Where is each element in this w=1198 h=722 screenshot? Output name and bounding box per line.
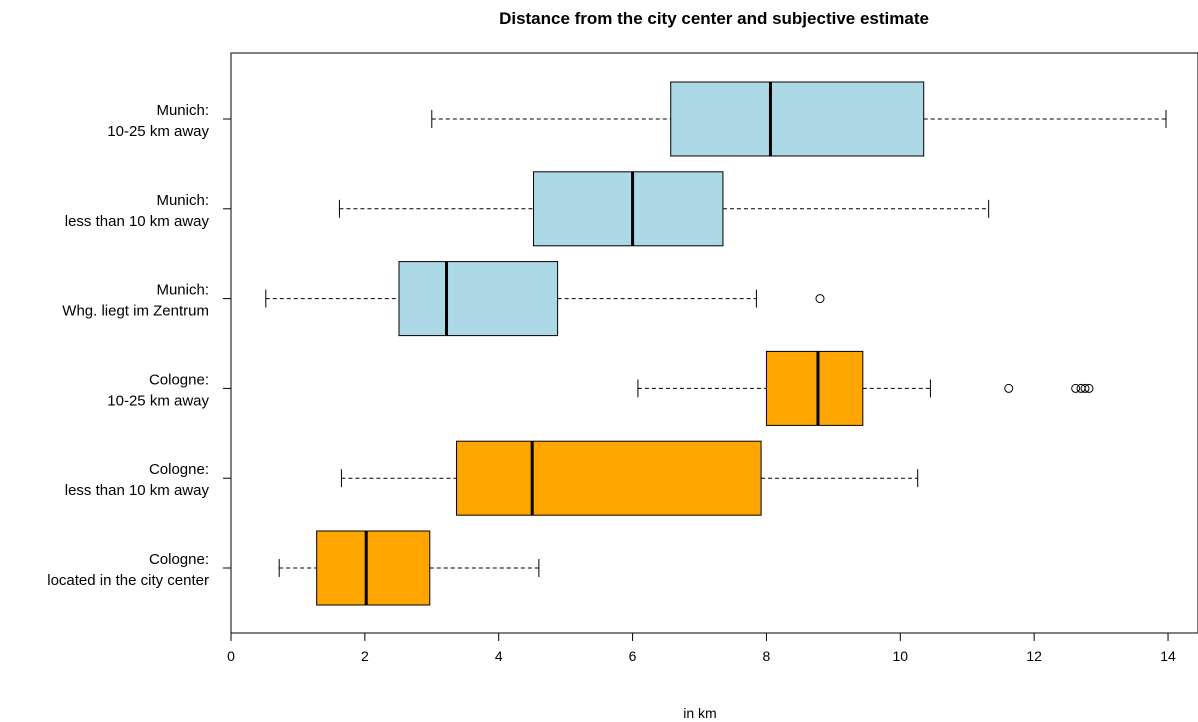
outlier-point bbox=[815, 294, 825, 304]
boxes-layer bbox=[265, 81, 1167, 606]
outlier-point bbox=[1084, 383, 1094, 393]
category-label: less than 10 km away bbox=[65, 213, 210, 230]
x-tick-label: 6 bbox=[629, 648, 637, 664]
category-label: 10-25 km away bbox=[107, 123, 209, 140]
x-tick-label: 0 bbox=[227, 648, 235, 664]
y-axis: Munich: 10-25 km away Munich: less than 10 … bbox=[47, 102, 232, 589]
box bbox=[316, 530, 431, 606]
x-axis: 0 2 4 6 8 10 12 14 bbox=[227, 632, 1176, 664]
chart-title: Distance from the city center and subjec… bbox=[499, 9, 929, 28]
category-label: Cologne: bbox=[149, 461, 209, 478]
category-label: Munich: bbox=[156, 192, 209, 209]
x-tick-label: 14 bbox=[1160, 648, 1176, 664]
category-label: 10-25 km away bbox=[107, 392, 209, 409]
outlier-point bbox=[1080, 383, 1090, 393]
x-tick-label: 4 bbox=[495, 648, 503, 664]
box bbox=[670, 81, 925, 157]
category-label: Cologne: bbox=[149, 551, 209, 568]
x-tick-label: 12 bbox=[1026, 648, 1042, 664]
category-label: Whg. liegt im Zentrum bbox=[62, 303, 209, 320]
box bbox=[456, 440, 762, 516]
x-tick-label: 2 bbox=[361, 648, 369, 664]
category-label: Munich: bbox=[156, 282, 209, 299]
x-tick-label: 10 bbox=[893, 648, 909, 664]
x-tick-label: 8 bbox=[763, 648, 771, 664]
box bbox=[398, 261, 559, 337]
category-label: less than 10 km away bbox=[65, 482, 210, 499]
x-axis-label: in km bbox=[683, 705, 716, 721]
box bbox=[765, 350, 864, 426]
category-label: Munich: bbox=[156, 102, 209, 119]
category-label: Cologne: bbox=[149, 371, 209, 388]
category-label: located in the city center bbox=[47, 572, 209, 589]
box bbox=[533, 171, 724, 247]
outlier-point bbox=[1071, 383, 1081, 393]
outlier-point bbox=[1004, 383, 1014, 393]
